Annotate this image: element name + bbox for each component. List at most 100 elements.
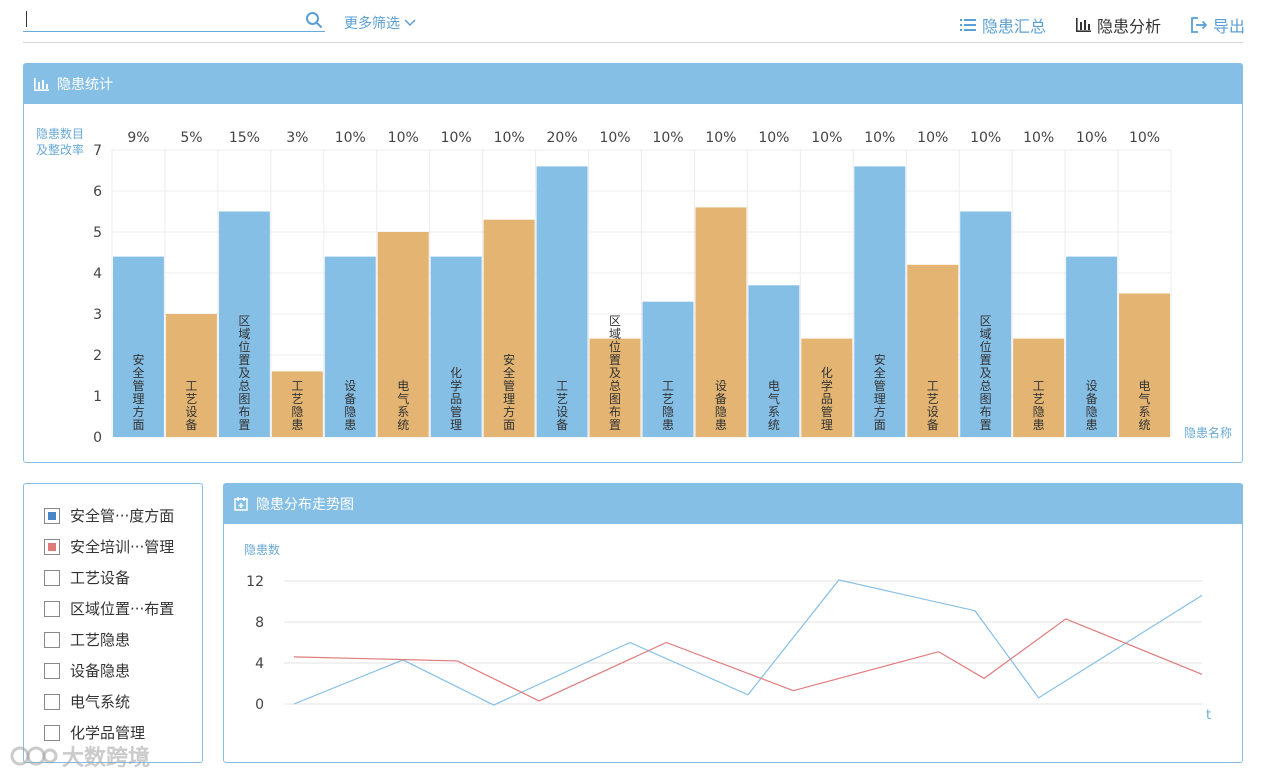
category-label: 化学品管理: [450, 366, 462, 432]
legend-item[interactable]: 工艺设备: [44, 562, 202, 593]
export-label: 导出: [1212, 17, 1245, 36]
rate-label: 10%: [335, 130, 366, 146]
y-tick-label: 6: [93, 184, 102, 200]
y-tick-label: 7: [93, 143, 102, 159]
y-axis-label: 隐患数目: [36, 126, 84, 141]
bar: [430, 256, 482, 437]
trend-panel-title: 隐患分布走势图: [256, 497, 354, 513]
bar: [854, 166, 906, 437]
tab-summary-label: 隐患汇总: [981, 17, 1046, 36]
y-tick-label: 0: [93, 430, 102, 446]
hazard-trend-chart: 隐患数 t 0 4 8 12: [244, 542, 1211, 723]
bar: [748, 285, 800, 437]
legend-checkbox[interactable]: [44, 662, 60, 679]
y-tick-label: 2: [93, 348, 102, 364]
chevron-down-icon: [404, 19, 416, 27]
y-axis-label: 及整改率: [36, 142, 84, 157]
rate-label: 9%: [127, 130, 149, 146]
rate-label: 5%: [180, 130, 202, 146]
category-label: 设备隐患: [715, 379, 727, 432]
search-input[interactable]: [23, 8, 325, 32]
category-label: 电气系统: [397, 379, 409, 432]
rate-label: 10%: [811, 130, 842, 146]
checkbox-check-fill: [48, 542, 56, 551]
legend-label: 电气系统: [70, 693, 131, 711]
legend-label: 区域位置···布置: [70, 600, 175, 618]
export-button[interactable]: 导出: [1191, 13, 1245, 37]
category-label: 工艺隐患: [662, 379, 674, 432]
top-toolbar: 更多筛选 隐患汇总 隐患分析 导出: [0, 0, 1263, 44]
bar: [324, 256, 376, 437]
y-tick-label: 0: [255, 697, 264, 713]
list-icon: [959, 19, 976, 31]
y-tick-label: 4: [93, 266, 102, 282]
bar: [483, 219, 535, 437]
watermark: 大数跨境: [10, 740, 150, 772]
bar-chart-icon: [34, 77, 49, 91]
stats-panel: 隐患统计 0 1 2 3 4 5 6 7 隐患数目 及整改率 隐患名称 9% 安全管理方面 5% 工艺设备 1…: [23, 63, 1243, 463]
legend-item[interactable]: 电气系统: [44, 686, 202, 717]
legend-item[interactable]: 化学品管理: [44, 717, 202, 748]
rate-label: 10%: [705, 130, 736, 146]
bar: [113, 256, 164, 437]
legend-item[interactable]: 安全培训···管理: [44, 531, 202, 562]
rate-label: 10%: [652, 130, 683, 146]
series-line: [293, 579, 1203, 706]
bar: [960, 211, 1012, 437]
bar: [377, 232, 429, 437]
category-label: 电气系统: [1139, 379, 1151, 432]
category-label: 工艺隐患: [1033, 379, 1045, 432]
legend-label: 设备隐患: [70, 662, 131, 680]
category-label: 安全管理方面: [874, 352, 886, 432]
y-tick-label: 3: [93, 307, 102, 323]
bar-chart-icon: [1075, 18, 1091, 32]
bar: [695, 207, 747, 437]
rate-label: 10%: [388, 130, 419, 146]
category-label: 工艺隐患: [291, 379, 303, 432]
view-tabs: 隐患汇总 隐患分析 导出: [959, 13, 1245, 37]
y-tick-label: 12: [246, 574, 264, 590]
bar: [907, 264, 959, 437]
rate-label: 10%: [917, 130, 948, 146]
legend-checkbox[interactable]: [44, 693, 60, 710]
legend-checkbox[interactable]: [44, 507, 60, 524]
search-icon[interactable]: [305, 11, 323, 29]
legend-item[interactable]: 工艺隐患: [44, 624, 202, 655]
legend-checkbox[interactable]: [44, 600, 60, 617]
y-tick-label: 4: [255, 656, 264, 672]
y-axis-label: 隐患数: [244, 542, 280, 557]
tab-analysis[interactable]: 隐患分析: [1075, 13, 1161, 37]
rate-label: 10%: [970, 130, 1001, 146]
rate-label: 10%: [1023, 130, 1054, 146]
bar: [1066, 256, 1118, 437]
rate-label: 10%: [494, 130, 525, 146]
legend-item[interactable]: 区域位置···布置: [44, 593, 202, 624]
rate-label: 20%: [547, 130, 578, 146]
more-filter-button[interactable]: 更多筛选: [344, 13, 416, 33]
legend-label: 安全管···度方面: [70, 507, 175, 525]
tab-summary[interactable]: 隐患汇总: [959, 13, 1046, 37]
legend-label: 安全培训···管理: [70, 538, 175, 556]
rate-label: 15%: [229, 130, 260, 146]
category-label: 化学品管理: [821, 366, 833, 432]
legend-item[interactable]: 安全管···度方面: [44, 500, 202, 531]
x-axis-label: 隐患名称: [1184, 425, 1232, 440]
watermark-text: 大数跨境: [62, 746, 151, 771]
bar: [165, 314, 217, 437]
legend-checkbox[interactable]: [44, 631, 60, 648]
legend-label: 工艺设备: [70, 569, 131, 587]
rate-label: 10%: [599, 130, 630, 146]
category-label: 安全管理方面: [503, 352, 515, 432]
legend-item[interactable]: 设备隐患: [44, 655, 202, 686]
category-label: 区域位置及总图布置: [980, 314, 992, 432]
bar: [536, 166, 588, 437]
legend-label: 工艺隐患: [70, 631, 131, 649]
legend-checkbox[interactable]: [44, 724, 60, 741]
category-label: 工艺设备: [556, 379, 568, 432]
category-label: 区域位置及总图布置: [609, 314, 621, 432]
y-tick-label: 1: [93, 389, 102, 405]
legend-checkbox[interactable]: [44, 569, 60, 586]
rate-label: 10%: [758, 130, 789, 146]
legend-checkbox[interactable]: [44, 538, 60, 555]
